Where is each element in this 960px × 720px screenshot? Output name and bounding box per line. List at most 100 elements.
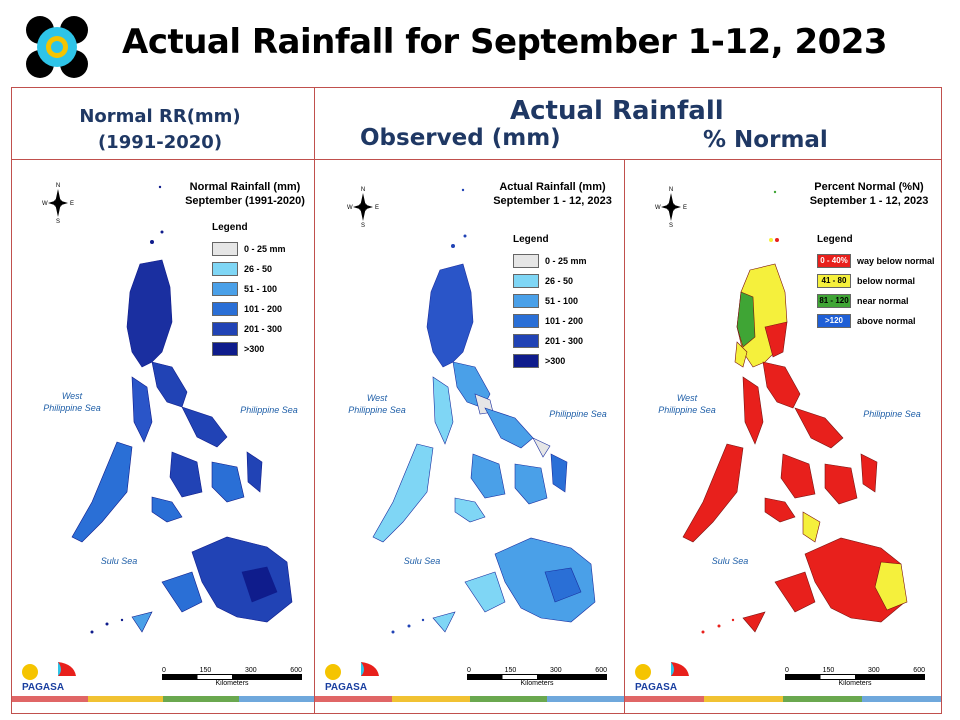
legend-swatch <box>212 342 238 356</box>
sea-label-sulu: Sulu Sea <box>711 556 749 566</box>
panel2-title-line2: September 1 - 12, 2023 <box>493 195 612 207</box>
pagasa-text: PAGASA <box>325 682 367 693</box>
compass-n: N <box>56 183 60 189</box>
legend-swatch <box>212 282 238 296</box>
legend-title: Legend <box>212 222 248 233</box>
legend-swatch <box>513 354 539 368</box>
philippines-map-normal <box>71 185 293 634</box>
scale-tick: 0 <box>162 667 166 674</box>
header-divider <box>11 159 942 160</box>
compass-s: S <box>669 223 673 228</box>
legend-swatch: 81 - 120 <box>817 294 851 308</box>
compass-n: N <box>361 187 365 193</box>
legend-item: 101 - 200 <box>513 311 587 331</box>
page-title: Actual Rainfall for September 1-12, 2023 <box>122 22 888 62</box>
compass-e: E <box>375 205 379 211</box>
legend-label: 0 - 25 mm <box>545 256 587 266</box>
legend-item: 0 - 40% way below normal <box>817 251 935 271</box>
legend-label: 201 - 300 <box>545 336 584 346</box>
scale-tick: 150 <box>504 667 517 674</box>
philippines-map-actual <box>372 188 596 634</box>
legend-item: >300 <box>212 339 286 359</box>
header-observed: Observed (mm) <box>360 125 561 151</box>
scale-unit: Kilometers <box>520 680 554 687</box>
header-actual: Actual Rainfall <box>510 96 724 126</box>
scale-bar: 0 150 300 600 Kilometers <box>785 667 925 687</box>
sea-label-east: Philippine Sea <box>240 405 298 415</box>
legend-swatch: 0 - 40% <box>817 254 851 268</box>
scale-unit: Kilometers <box>215 680 249 687</box>
color-strip <box>625 696 941 702</box>
legend-item: 26 - 50 <box>513 271 587 291</box>
sea-label-west: West Philippine Sea <box>43 391 101 413</box>
sea-label-sulu: Sulu Sea <box>100 556 138 566</box>
panel2-title: Actual Rainfall (mm) September 1 - 12, 2… <box>485 180 620 208</box>
legend-item: >120 above normal <box>817 311 935 331</box>
compass-w: W <box>42 201 48 207</box>
legend-label: 51 - 100 <box>545 296 579 306</box>
legend-swatch <box>212 242 238 256</box>
legend-item: 81 - 120 near normal <box>817 291 935 311</box>
legend-label: above normal <box>857 316 916 326</box>
scale-tick: 150 <box>199 667 212 674</box>
pagasa-logo-icon: PAGASA <box>325 662 379 693</box>
compass-rose-icon: N S W E <box>42 183 74 224</box>
philippines-map-percent <box>682 190 908 634</box>
compass-e: E <box>683 205 687 211</box>
panel1-title-line1: Normal Rainfall (mm) <box>189 181 301 193</box>
compass-e: E <box>70 201 74 207</box>
compass-w: W <box>347 205 353 211</box>
scale-tick: 600 <box>290 667 302 674</box>
sea-label-west: West Philippine Sea <box>658 393 716 415</box>
column-divider-2 <box>624 159 625 714</box>
legend-item: 101 - 200 <box>212 299 286 319</box>
legend-label: 51 - 100 <box>244 284 278 294</box>
header-normal-line2: (1991-2020) <box>97 132 223 153</box>
panel2-legend: Legend 0 - 25 mm 26 - 50 51 - 100 101 - … <box>513 234 587 371</box>
header-normal-line1: Normal RR(mm) <box>79 106 241 127</box>
legend-swatch <box>513 254 539 268</box>
scale-tick: 300 <box>244 667 257 674</box>
legend-swatch <box>513 314 539 328</box>
compass-s: S <box>361 223 365 228</box>
scale-tick: 300 <box>867 667 880 674</box>
legend-label: below normal <box>857 276 916 286</box>
legend-label: 201 - 300 <box>244 324 283 334</box>
legend-item: 51 - 100 <box>212 279 286 299</box>
sea-label-sulu: Sulu Sea <box>403 556 441 566</box>
scale-unit: Kilometers <box>838 680 872 687</box>
scale-tick: 300 <box>549 667 562 674</box>
scale-tick: 600 <box>595 667 607 674</box>
header-percent: % Normal <box>703 127 828 153</box>
legend-item: 26 - 50 <box>212 259 286 279</box>
legend-label: 101 - 200 <box>244 304 283 314</box>
color-strip <box>12 696 314 702</box>
scale-tick: 600 <box>913 667 925 674</box>
legend-label: way below normal <box>857 256 935 266</box>
pagasa-text: PAGASA <box>22 682 64 693</box>
compass-n: N <box>669 187 673 193</box>
legend-label: >300 <box>545 356 566 366</box>
panel3-legend: Legend 0 - 40% way below normal 41 - 80 be… <box>817 234 935 331</box>
legend-item: >300 <box>513 351 587 371</box>
panel2-title-line1: Actual Rainfall (mm) <box>499 181 606 193</box>
panel3-title-line2: September 1 - 12, 2023 <box>809 195 929 207</box>
legend-item: 201 - 300 <box>212 319 286 339</box>
legend-item: 201 - 300 <box>513 331 587 351</box>
legend-label: >300 <box>244 344 265 354</box>
scale-tick: 150 <box>822 667 835 674</box>
compass-w: W <box>655 205 661 211</box>
legend-swatch: 41 - 80 <box>817 274 851 288</box>
panel1-title-line2: September (1991-2020) <box>185 195 305 207</box>
legend-swatch <box>212 262 238 276</box>
scale-tick: 0 <box>467 667 471 674</box>
header-normal: Normal RR(mm) (1991-2020) <box>40 104 280 156</box>
panel-actual: N S W E Actual Rainfall (mm) September 1… <box>315 162 624 702</box>
content-frame <box>11 87 942 714</box>
panel-normal: N S W E Normal Rainfall (mm) September (… <box>12 162 314 702</box>
column-divider-1 <box>314 87 315 714</box>
legend-label: 101 - 200 <box>545 316 584 326</box>
color-strip <box>315 696 624 702</box>
panel-percent-normal: N S W E Percent Normal (%N) September 1 … <box>625 162 941 702</box>
compass-rose-icon: N S W E <box>655 187 687 228</box>
